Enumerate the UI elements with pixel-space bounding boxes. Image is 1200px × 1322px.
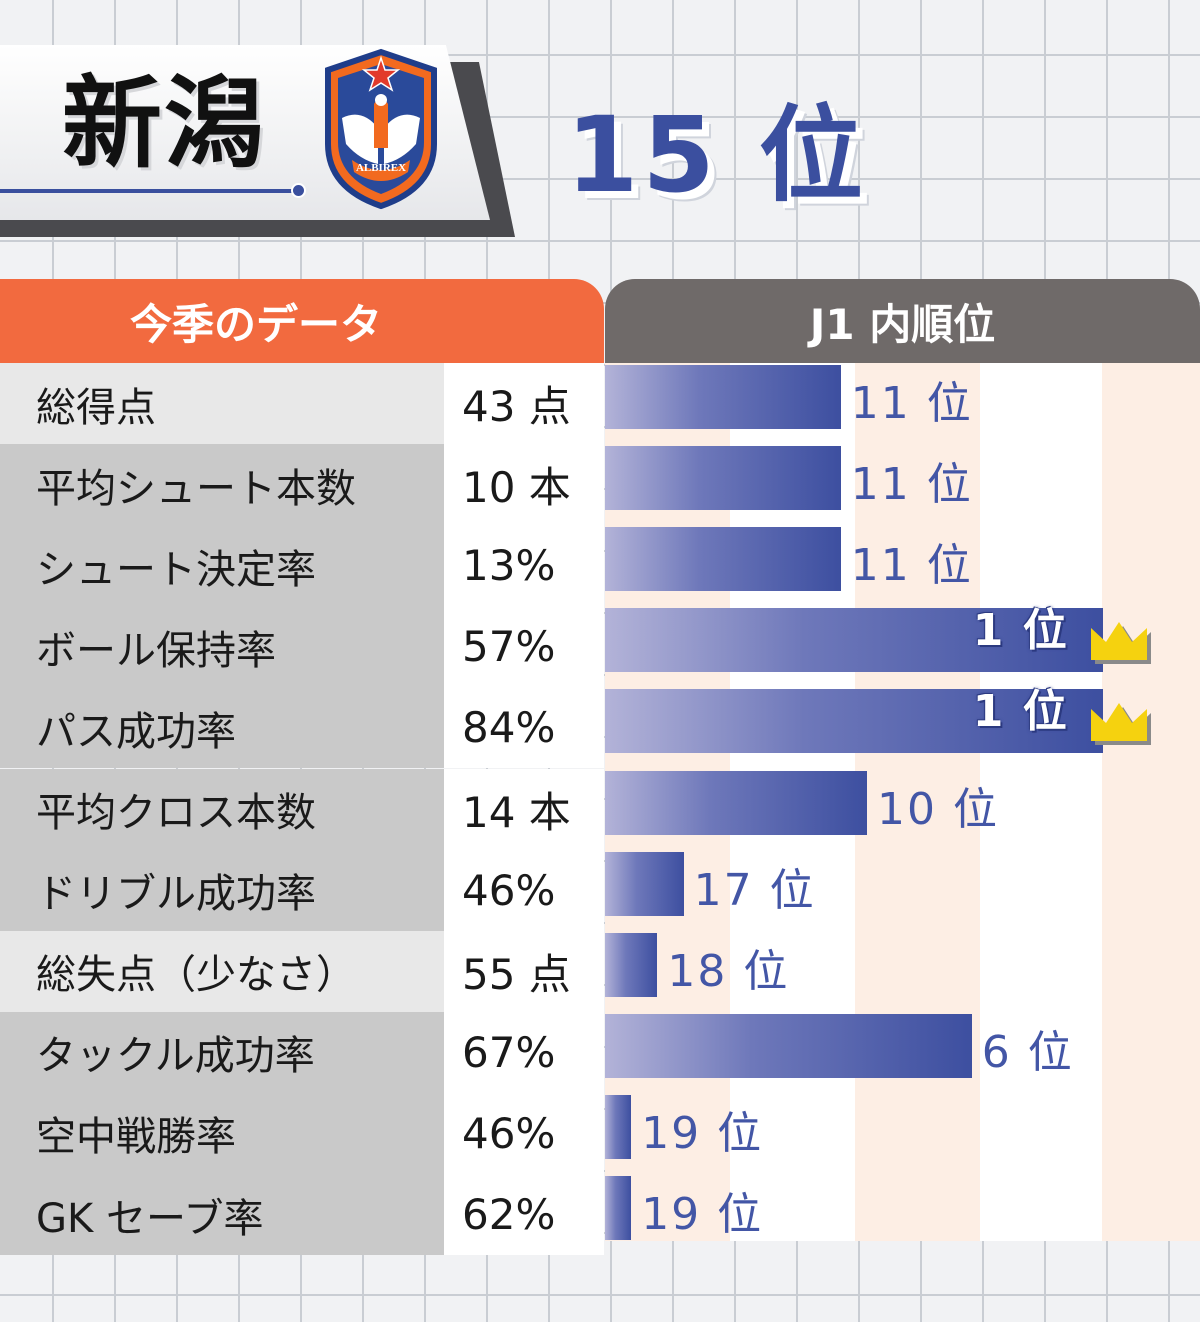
rank-label: 6 位	[981, 1026, 1074, 1078]
rank-area-stripe	[980, 363, 1102, 1241]
table-row: パス成功率 84% 1 位	[0, 686, 1200, 769]
stat-value: 84%	[444, 687, 604, 769]
stat-label: 総得点	[0, 363, 444, 444]
stat-value: 55 点	[444, 930, 604, 1012]
rank-bar	[605, 365, 841, 429]
stat-label: ドリブル成功率	[0, 849, 444, 931]
table-row: タックル成功率 67% 6 位	[0, 1011, 1200, 1093]
stat-label: 平均シュート本数	[0, 444, 444, 526]
rank-bar	[605, 1176, 632, 1240]
stat-label: 総失点（少なさ）	[0, 930, 444, 1012]
rank-label: 19 位	[641, 1189, 764, 1240]
table-row: 総得点 43 点 11 位	[0, 363, 1200, 444]
title-underline-dot	[291, 183, 306, 198]
table-row: ドリブル成功率 46% 17 位	[0, 849, 1200, 931]
rank-label: 18 位	[667, 945, 790, 997]
rank-label: 19 位	[641, 1107, 764, 1159]
rank-area-stripe	[1102, 363, 1200, 1241]
stat-value: 67%	[444, 1011, 604, 1093]
table-row: 平均クロス本数 14 本 10 位	[0, 768, 1200, 850]
stat-value: 62%	[444, 1174, 604, 1255]
rank-bar	[605, 1094, 632, 1159]
title-underline	[0, 189, 296, 193]
table-row: 総失点（少なさ） 55 点 18 位	[0, 930, 1200, 1012]
crown-icon	[1091, 703, 1151, 746]
stat-label: 平均クロス本数	[0, 768, 444, 850]
stat-label: ボール保持率	[0, 606, 444, 688]
overall-rank: 15 位	[566, 94, 867, 216]
rank-bar	[605, 1013, 972, 1078]
stat-value: 46%	[444, 1092, 604, 1174]
j1-rank-header: J1 内順位	[605, 279, 1200, 363]
rank-bar	[605, 851, 684, 916]
stat-label: 空中戦勝率	[0, 1092, 444, 1174]
rank-label: 1 位	[972, 686, 1069, 738]
rank-bar	[605, 527, 841, 592]
crest-text: ALBIREX	[356, 162, 406, 174]
stat-value: 57%	[444, 606, 604, 688]
rank-label: 11 位	[850, 378, 973, 429]
club-crest-logo: ALBIREX	[325, 48, 437, 210]
table-row: 空中戦勝率 46% 19 位	[0, 1092, 1200, 1174]
stat-value: 43 点	[444, 363, 604, 444]
rank-bar	[605, 608, 1103, 673]
stat-value: 14 本	[444, 768, 604, 850]
crown-icon	[1091, 622, 1151, 665]
table-row: 平均シュート本数 10 本 11 位	[0, 444, 1200, 526]
stat-label: シュート決定率	[0, 525, 444, 607]
rank-bar	[605, 446, 841, 511]
stat-value: 46%	[444, 849, 604, 931]
stat-label: GK セーブ率	[0, 1174, 444, 1255]
rank-label: 11 位	[850, 459, 973, 511]
rank-bar	[605, 689, 1103, 754]
team-name: 新潟	[62, 65, 266, 182]
rank-label: 17 位	[693, 864, 816, 916]
stat-value: 13%	[444, 525, 604, 607]
rank-label: 11 位	[850, 540, 973, 592]
stat-label: タックル成功率	[0, 1011, 444, 1093]
table-row: ボール保持率 57% 1 位	[0, 605, 1200, 688]
stat-label: パス成功率	[0, 687, 444, 769]
table-row: シュート決定率 13% 11 位	[0, 525, 1200, 607]
rank-label: 1 位	[972, 605, 1069, 657]
table-row: GK セーブ率 62% 19 位	[0, 1174, 1200, 1255]
rank-label: 10 位	[877, 783, 999, 835]
rank-bar	[605, 932, 658, 997]
stat-value: 10 本	[444, 444, 604, 526]
rank-area-stripe	[855, 363, 980, 1241]
rank-bar	[605, 770, 867, 835]
season-data-header: 今季のデータ	[0, 279, 604, 363]
